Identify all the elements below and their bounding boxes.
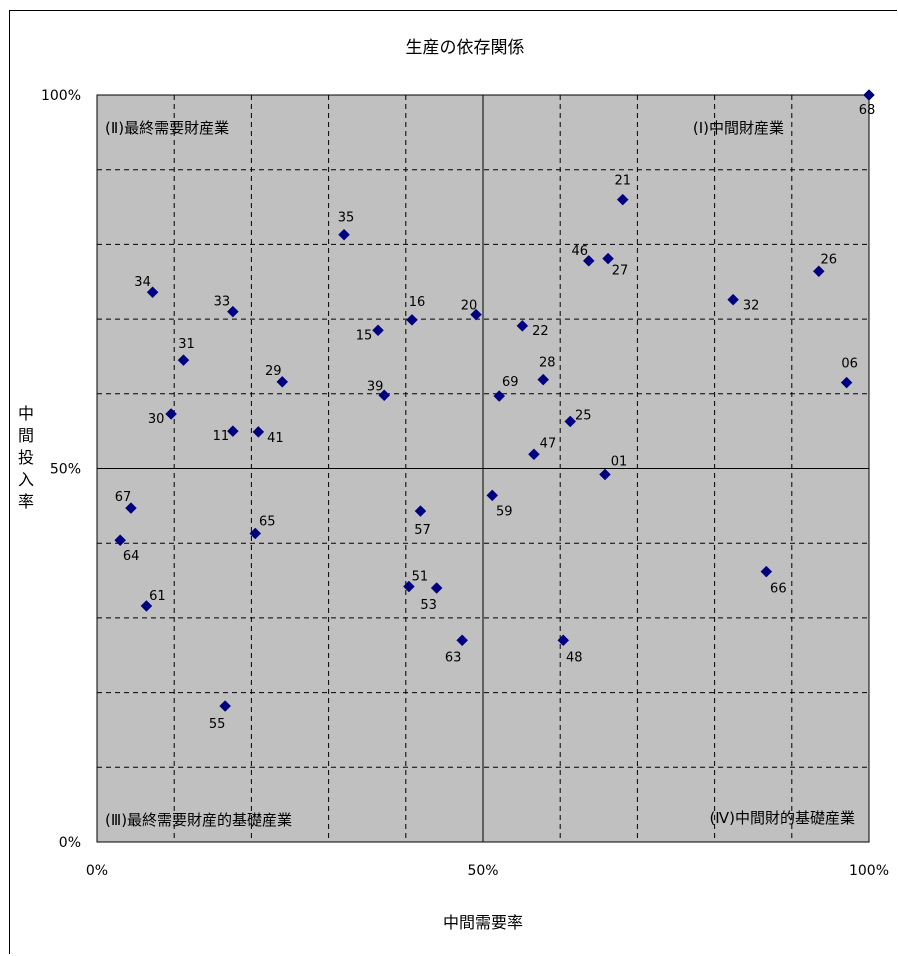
point-label-34: 34	[134, 275, 151, 290]
point-label-11: 11	[213, 429, 230, 444]
quadrant-label-III: (Ⅲ)最終需要財産的基礎産業	[105, 811, 292, 829]
point-marker-39	[378, 389, 391, 402]
point-label-67: 67	[115, 490, 132, 505]
point-label-51: 51	[412, 570, 429, 585]
point-marker-55	[219, 700, 232, 712]
point-label-57: 57	[414, 523, 431, 538]
point-label-47: 47	[540, 436, 557, 451]
point-marker-47	[528, 448, 540, 461]
y-tick-label: 50%	[50, 462, 81, 478]
point-marker-01	[599, 468, 611, 481]
point-marker-34	[146, 286, 159, 299]
point-label-01: 01	[611, 454, 628, 469]
point-label-33: 33	[214, 295, 231, 310]
y-tick-labels: 0% 50% 100%	[41, 88, 81, 851]
point-label-29: 29	[265, 364, 282, 379]
data-points: 01 06 11 15 16 20 21 22 25 26 27 28 29 30 31 32 33 34 35 39…	[114, 89, 876, 732]
point-label-26: 26	[821, 252, 838, 267]
point-marker-41	[252, 426, 265, 438]
point-label-64: 64	[123, 549, 140, 564]
point-marker-29	[276, 375, 289, 388]
point-marker-48	[557, 634, 570, 647]
point-label-21: 21	[614, 174, 631, 189]
point-label-53: 53	[420, 598, 437, 613]
point-marker-68	[863, 89, 875, 101]
point-marker-69	[493, 390, 506, 402]
point-label-48: 48	[566, 650, 583, 665]
point-label-25: 25	[575, 408, 592, 423]
point-label-32: 32	[743, 299, 760, 314]
point-marker-67	[125, 502, 137, 514]
x-tick-labels: 0% 50% 100%	[86, 863, 889, 879]
point-label-28: 28	[539, 356, 556, 371]
point-marker-53	[430, 582, 443, 594]
point-marker-11	[227, 425, 239, 438]
point-marker-21	[616, 193, 629, 206]
point-label-30: 30	[148, 412, 165, 427]
x-tick-label: 0%	[86, 863, 108, 879]
point-marker-22	[516, 319, 529, 332]
point-label-06: 06	[841, 357, 858, 372]
point-label-20: 20	[461, 299, 478, 314]
point-marker-64	[114, 534, 127, 547]
point-label-63: 63	[445, 650, 462, 665]
x-tick-label: 50%	[467, 863, 498, 879]
point-marker-33	[227, 305, 239, 318]
point-marker-63	[456, 634, 469, 647]
point-label-22: 22	[532, 324, 549, 339]
point-marker-61	[140, 600, 153, 612]
point-marker-15	[372, 324, 384, 337]
quadrant-labels: (Ⅰ)中間財産業 (Ⅱ)最終需要財産業 (Ⅲ)最終需要財産的基礎産業 (Ⅳ)中間財的基…	[105, 119, 855, 829]
y-axis-title: 中間投入率	[18, 404, 34, 511]
chart-frame	[9, 10, 897, 954]
point-label-39: 39	[367, 379, 384, 394]
point-marker-59	[486, 489, 499, 502]
point-marker-06	[840, 376, 853, 389]
point-marker-26	[812, 265, 825, 278]
point-label-69: 69	[502, 375, 519, 390]
point-label-27: 27	[612, 264, 629, 279]
point-label-68: 68	[859, 103, 876, 118]
point-marker-31	[177, 354, 190, 367]
point-marker-25	[564, 415, 577, 428]
y-tick-label: 100%	[41, 88, 81, 104]
point-marker-16	[406, 313, 418, 326]
point-marker-35	[338, 228, 350, 241]
point-label-66: 66	[770, 582, 787, 597]
point-marker-27	[602, 252, 614, 265]
point-label-41: 41	[267, 431, 284, 446]
y-tick-label: 0%	[59, 835, 81, 851]
x-axis-title: 中間需要率	[443, 913, 523, 932]
quadrant-label-II: (Ⅱ)最終需要財産業	[105, 119, 229, 137]
point-marker-65	[249, 527, 262, 540]
point-label-59: 59	[496, 504, 513, 519]
quadrant-label-IV: (Ⅳ)中間財的基礎産業	[709, 809, 855, 827]
chart-title: 生産の依存関係	[406, 38, 525, 58]
point-label-61: 61	[149, 589, 166, 604]
point-marker-30	[165, 408, 177, 420]
x-tick-label: 100%	[849, 863, 889, 879]
point-marker-20	[470, 308, 482, 321]
point-label-35: 35	[338, 211, 355, 226]
point-marker-32	[727, 293, 739, 306]
point-label-46: 46	[571, 244, 588, 259]
point-marker-28	[537, 373, 550, 386]
point-marker-57	[414, 505, 427, 517]
reference-lines	[97, 95, 869, 842]
point-marker-51	[403, 580, 415, 593]
point-label-65: 65	[259, 514, 276, 529]
point-label-55: 55	[209, 717, 226, 732]
point-marker-46	[582, 254, 595, 267]
quadrant-label-I: (Ⅰ)中間財産業	[693, 119, 784, 137]
point-label-16: 16	[409, 295, 426, 310]
point-label-31: 31	[178, 337, 195, 352]
point-label-15: 15	[356, 328, 373, 343]
point-marker-66	[760, 565, 773, 578]
